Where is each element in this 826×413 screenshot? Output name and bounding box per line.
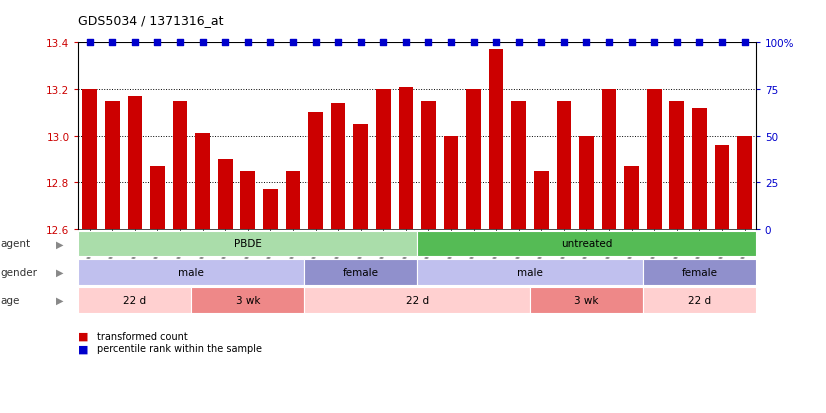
Point bbox=[490, 40, 503, 47]
Text: ■: ■ bbox=[78, 344, 89, 354]
Text: untreated: untreated bbox=[561, 239, 612, 249]
Bar bbox=[489, 50, 504, 229]
Point bbox=[399, 40, 412, 47]
Point bbox=[625, 40, 638, 47]
Bar bbox=[78, 287, 192, 313]
Bar bbox=[78, 259, 304, 285]
Point bbox=[648, 40, 661, 47]
Bar bbox=[530, 287, 643, 313]
Point bbox=[287, 40, 300, 47]
Bar bbox=[173, 102, 188, 229]
Text: transformed count: transformed count bbox=[97, 331, 188, 341]
Text: male: male bbox=[178, 267, 204, 277]
Text: agent: agent bbox=[1, 239, 31, 249]
Bar bbox=[304, 259, 417, 285]
Bar bbox=[218, 159, 233, 229]
Bar bbox=[417, 231, 756, 257]
Point bbox=[196, 40, 209, 47]
Bar bbox=[647, 90, 662, 229]
Point bbox=[354, 40, 368, 47]
Bar bbox=[601, 90, 616, 229]
Bar bbox=[150, 166, 165, 229]
Point bbox=[670, 40, 683, 47]
Bar bbox=[192, 287, 304, 313]
Bar bbox=[417, 259, 643, 285]
Point bbox=[738, 40, 751, 47]
Point bbox=[602, 40, 615, 47]
Bar bbox=[579, 136, 594, 229]
Bar bbox=[105, 102, 120, 229]
Bar bbox=[624, 166, 639, 229]
Point bbox=[331, 40, 344, 47]
Bar bbox=[444, 136, 458, 229]
Text: female: female bbox=[343, 267, 378, 277]
Point bbox=[219, 40, 232, 47]
Bar bbox=[308, 113, 323, 229]
Bar bbox=[83, 90, 97, 229]
Bar bbox=[304, 287, 530, 313]
Text: ▶: ▶ bbox=[55, 267, 64, 277]
Bar bbox=[466, 90, 481, 229]
Text: age: age bbox=[1, 295, 20, 305]
Point bbox=[512, 40, 525, 47]
Bar bbox=[195, 134, 210, 229]
Text: 3 wk: 3 wk bbox=[235, 295, 260, 305]
Bar bbox=[714, 145, 729, 229]
Text: ▶: ▶ bbox=[55, 239, 64, 249]
Bar bbox=[127, 97, 142, 229]
Point bbox=[377, 40, 390, 47]
Bar bbox=[534, 171, 548, 229]
Bar bbox=[240, 171, 255, 229]
Bar bbox=[737, 136, 752, 229]
Bar bbox=[398, 88, 413, 229]
Bar bbox=[669, 102, 684, 229]
Text: GDS5034 / 1371316_at: GDS5034 / 1371316_at bbox=[78, 14, 224, 27]
Point bbox=[173, 40, 187, 47]
Bar bbox=[286, 171, 301, 229]
Bar bbox=[557, 102, 572, 229]
Bar bbox=[421, 102, 436, 229]
Text: percentile rank within the sample: percentile rank within the sample bbox=[97, 344, 262, 354]
Point bbox=[83, 40, 97, 47]
Text: 3 wk: 3 wk bbox=[574, 295, 599, 305]
Text: ▶: ▶ bbox=[55, 295, 64, 305]
Text: 22 d: 22 d bbox=[688, 295, 711, 305]
Text: male: male bbox=[517, 267, 543, 277]
Text: female: female bbox=[681, 267, 717, 277]
Text: ■: ■ bbox=[78, 331, 89, 341]
Point bbox=[444, 40, 458, 47]
Text: 22 d: 22 d bbox=[123, 295, 146, 305]
Bar bbox=[78, 231, 417, 257]
Bar bbox=[643, 287, 756, 313]
Point bbox=[693, 40, 706, 47]
Point bbox=[534, 40, 548, 47]
Bar bbox=[692, 109, 707, 229]
Text: gender: gender bbox=[1, 267, 38, 277]
Point bbox=[106, 40, 119, 47]
Bar bbox=[330, 104, 345, 229]
Point bbox=[309, 40, 322, 47]
Point bbox=[580, 40, 593, 47]
Bar bbox=[354, 125, 368, 229]
Point bbox=[467, 40, 480, 47]
Point bbox=[263, 40, 277, 47]
Point bbox=[241, 40, 254, 47]
Bar bbox=[376, 90, 391, 229]
Point bbox=[128, 40, 141, 47]
Text: PBDE: PBDE bbox=[234, 239, 262, 249]
Bar bbox=[643, 259, 756, 285]
Bar bbox=[263, 190, 278, 229]
Text: 22 d: 22 d bbox=[406, 295, 429, 305]
Point bbox=[558, 40, 571, 47]
Point bbox=[422, 40, 435, 47]
Point bbox=[715, 40, 729, 47]
Point bbox=[151, 40, 164, 47]
Bar bbox=[511, 102, 526, 229]
